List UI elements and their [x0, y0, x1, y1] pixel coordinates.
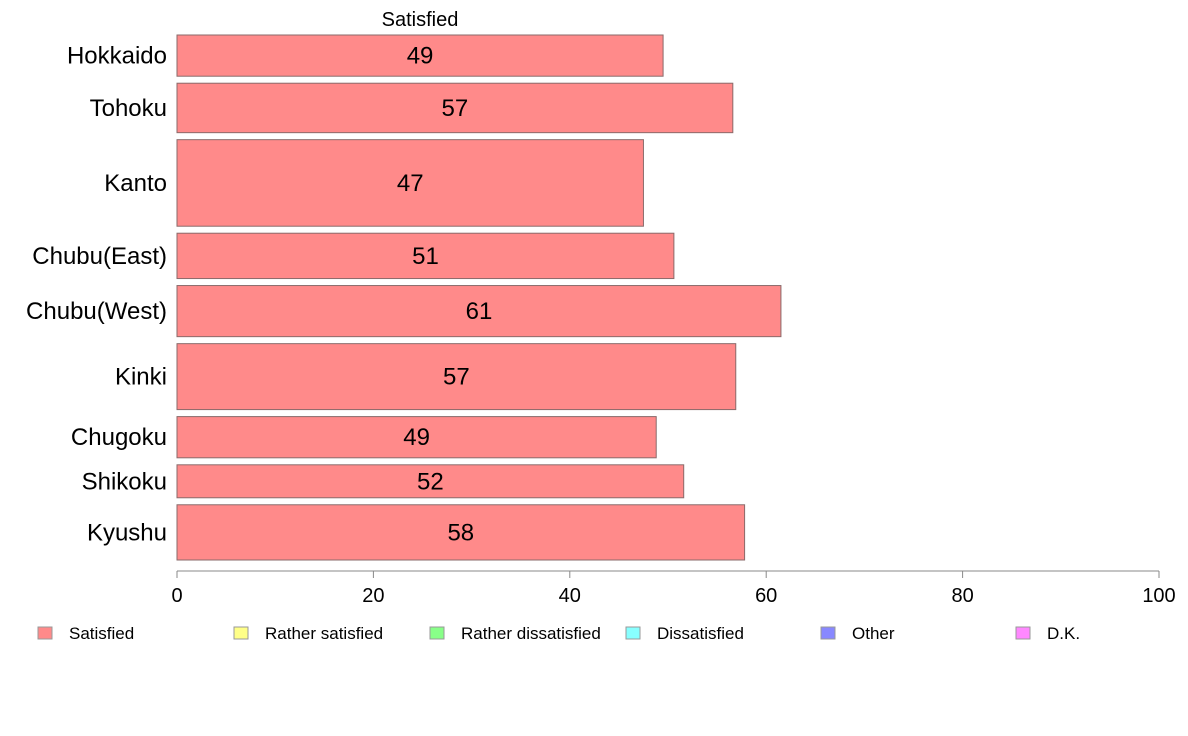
category-label: Chubu(East) — [32, 243, 167, 270]
legend-swatch — [820, 626, 836, 640]
bar-value-label: 58 — [447, 519, 474, 546]
bar-value-label: 47 — [397, 170, 424, 197]
category-label: Chubu(West) — [26, 298, 167, 325]
category-label: Kinki — [115, 364, 167, 391]
category-label: Chugoku — [71, 424, 167, 451]
category-label: Hokkaido — [67, 43, 167, 70]
x-tick-label: 0 — [171, 585, 182, 607]
x-tick-label: 40 — [559, 585, 581, 607]
legend-swatch — [625, 626, 641, 640]
category-label: Kanto — [104, 170, 167, 197]
bar-chubu-east--satisfied — [176, 232, 675, 280]
category-label: Shikoku — [82, 468, 167, 495]
bar-kinki-satisfied — [176, 343, 737, 411]
bar-chubu-west--satisfied — [176, 285, 782, 338]
legend-label: Other — [852, 624, 895, 643]
bar-kyushu-satisfied — [176, 504, 746, 561]
legend-label: Satisfied — [69, 624, 134, 643]
x-tick-label: 60 — [755, 585, 777, 607]
legend-label: Dissatisfied — [657, 624, 744, 643]
legend-label: Rather dissatisfied — [461, 624, 601, 643]
bar-chugoku-satisfied — [176, 416, 657, 459]
bar-value-label: 51 — [412, 243, 439, 270]
bar-value-label: 49 — [403, 424, 430, 451]
x-tick-label: 20 — [362, 585, 384, 607]
x-tick-label: 80 — [951, 585, 973, 607]
bar-value-label: 57 — [443, 364, 470, 391]
legend-swatch — [233, 626, 249, 640]
category-label: Tohoku — [90, 95, 167, 122]
category-labels: Hokkaido Tohoku Kanto Chubu(East) Chubu(West… — [26, 43, 167, 547]
legend-label: D.K. — [1047, 624, 1080, 643]
bar-value-label: 52 — [417, 468, 444, 495]
bar-shikoku-satisfied — [176, 464, 685, 499]
bar-value-label: 57 — [442, 95, 469, 122]
legend-label: Rather satisfied — [265, 624, 383, 643]
bar-kanto-satisfied — [176, 139, 644, 227]
legend-swatch — [1015, 626, 1031, 640]
bars-group — [176, 34, 782, 561]
bar-tohoku-satisfied — [176, 82, 734, 134]
bar-hokkaido-satisfied — [176, 34, 664, 77]
legend-swatch — [37, 626, 53, 640]
column-header: Satisfied — [382, 9, 459, 31]
legend: Satisfied Rather satisfied Rather dissatis… — [37, 624, 1080, 643]
category-label: Kyushu — [87, 519, 167, 546]
bar-value-label: 49 — [407, 43, 434, 70]
bar-value-label: 61 — [466, 298, 493, 325]
x-tick-label: 100 — [1142, 585, 1175, 607]
legend-swatch — [429, 626, 445, 640]
x-axis: 0 20 40 60 80 100 — [171, 570, 1176, 607]
